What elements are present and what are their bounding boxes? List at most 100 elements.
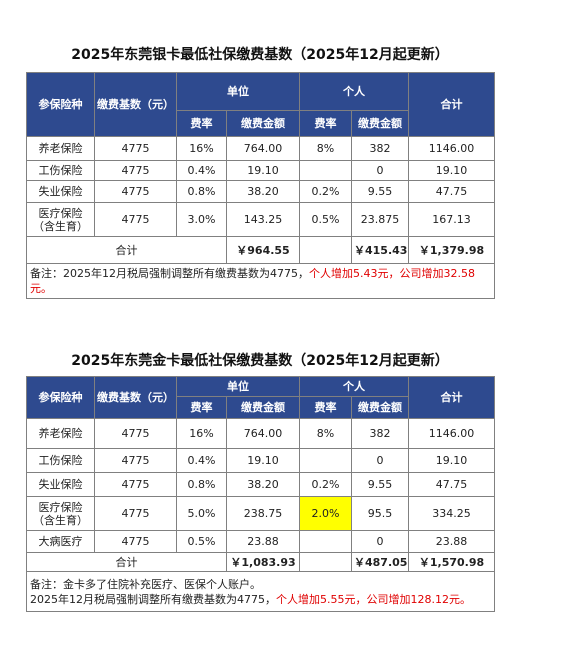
row-personal-rate: 8%	[299, 418, 352, 449]
note-row: 备注：金卡多了住院补充医疗、医保个人账户。 2025年12月税局强制调整所有缴费基…	[26, 571, 495, 612]
sum-row: 合计 ￥1,083.93 ￥487.05 ￥1,570.98	[26, 552, 495, 572]
header-contribution-base: 缴费基数（元）	[94, 72, 177, 137]
table-row: 养老保险 4775 16% 764.00 8% 382 1146.00	[26, 136, 495, 161]
row-personal-amount: 0	[351, 160, 409, 181]
note-highlight: 个人增加5.43元，公司增加32.58元。	[30, 267, 475, 295]
row-company-rate: 0.5%	[176, 530, 227, 553]
gold-card-title: 2025年东莞金卡最低社保缴费基数（2025年12月起更新）	[71, 353, 449, 369]
row-personal-rate-highlighted: 2.0%	[299, 496, 352, 531]
row-company-amount: 764.00	[226, 418, 300, 449]
row-personal-rate	[299, 530, 352, 553]
row-base: 4775	[94, 136, 177, 161]
row-name: 医疗保险（含生育）	[26, 202, 95, 237]
row-company-rate: 0.4%	[176, 448, 227, 473]
row-total: 23.88	[408, 530, 495, 553]
row-personal-rate	[299, 160, 352, 181]
note-row: 备注：2025年12月税局强制调整所有缴费基数为4775，个人增加5.43元，公…	[26, 263, 495, 299]
note-prefix: 备注：	[30, 577, 63, 591]
sum-company: ￥1,083.93	[226, 552, 300, 572]
sum-empty-cell	[299, 552, 352, 572]
row-company-rate: 0.4%	[176, 160, 227, 181]
row-personal-amount: 9.55	[351, 472, 409, 497]
row-base: 4775	[94, 202, 177, 237]
sum-label: 合计	[26, 552, 227, 572]
row-company-amount: 143.25	[226, 202, 300, 237]
row-total: 47.75	[408, 180, 495, 203]
sum-personal: ￥487.05	[351, 552, 409, 572]
header-company: 单位	[176, 376, 300, 397]
silver-note: 备注：2025年12月税局强制调整所有缴费基数为4775，个人增加5.43元，公…	[26, 263, 495, 299]
row-company-rate: 0.8%	[176, 472, 227, 497]
row-name: 养老保险	[26, 136, 95, 161]
row-total: 19.10	[408, 448, 495, 473]
note-line2: 2025年12月税局强制调整所有缴费基数为4775，	[30, 592, 276, 606]
header-personal-amount: 缴费金额	[351, 110, 409, 137]
row-company-amount: 23.88	[226, 530, 300, 553]
table-row: 医疗保险（含生育） 4775 5.0% 238.75 2.0% 95.5 334…	[26, 496, 495, 531]
row-name: 医疗保险（含生育）	[26, 496, 95, 531]
row-company-amount: 238.75	[226, 496, 300, 531]
header-company-rate: 费率	[176, 110, 227, 137]
header-personal: 个人	[299, 72, 409, 111]
note-prefix: 备注：	[30, 267, 63, 280]
sum-label: 合计	[26, 236, 227, 264]
row-total: 1146.00	[408, 136, 495, 161]
header-insurance-type: 参保险种	[26, 376, 95, 419]
table-row: 医疗保险（含生育） 4775 3.0% 143.25 0.5% 23.875 1…	[26, 202, 495, 237]
row-name: 工伤保险	[26, 160, 95, 181]
note-line1: 金卡多了住院补充医疗、医保个人账户。	[63, 577, 261, 591]
row-personal-amount: 0	[351, 448, 409, 473]
table-row: 工伤保险 4775 0.4% 19.10 0 19.10	[26, 448, 495, 473]
silver-card-title: 2025年东莞银卡最低社保缴费基数（2025年12月起更新）	[71, 47, 449, 63]
header-total: 合计	[408, 376, 495, 419]
sum-total: ￥1,570.98	[408, 552, 495, 572]
row-company-rate: 16%	[176, 136, 227, 161]
sum-company: ￥964.55	[226, 236, 300, 264]
row-total: 47.75	[408, 472, 495, 497]
header-insurance-type: 参保险种	[26, 72, 95, 137]
header-total: 合计	[408, 72, 495, 137]
row-company-amount: 38.20	[226, 472, 300, 497]
row-personal-rate: 0.2%	[299, 180, 352, 203]
row-personal-rate: 8%	[299, 136, 352, 161]
note-text: 2025年12月税局强制调整所有缴费基数为4775，	[63, 267, 309, 280]
row-total: 334.25	[408, 496, 495, 531]
header-contribution-base: 缴费基数（元）	[94, 376, 177, 419]
table-row: 工伤保险 4775 0.4% 19.10 0 19.10	[26, 160, 495, 181]
row-company-rate: 5.0%	[176, 496, 227, 531]
gold-note: 备注：金卡多了住院补充医疗、医保个人账户。 2025年12月税局强制调整所有缴费基…	[26, 571, 495, 612]
row-personal-amount: 382	[351, 136, 409, 161]
row-personal-amount: 23.875	[351, 202, 409, 237]
row-name: 大病医疗	[26, 530, 95, 553]
note-highlight: 个人增加5.55元，公司增加128.12元。	[275, 592, 471, 606]
header-personal-rate: 费率	[299, 110, 352, 137]
row-company-amount: 764.00	[226, 136, 300, 161]
sum-personal: ￥415.43	[351, 236, 409, 264]
row-base: 4775	[94, 472, 177, 497]
table-row: 失业保险 4775 0.8% 38.20 0.2% 9.55 47.75	[26, 472, 495, 497]
row-company-amount: 19.10	[226, 160, 300, 181]
table-row: 失业保险 4775 0.8% 38.20 0.2% 9.55 47.75	[26, 180, 495, 203]
row-company-rate: 16%	[176, 418, 227, 449]
row-name: 失业保险	[26, 472, 95, 497]
header-company: 单位	[176, 72, 300, 111]
row-company-amount: 38.20	[226, 180, 300, 203]
row-personal-rate: 0.5%	[299, 202, 352, 237]
row-total: 167.13	[408, 202, 495, 237]
row-total: 19.10	[408, 160, 495, 181]
header-company-rate: 费率	[176, 396, 227, 419]
header-personal: 个人	[299, 376, 409, 397]
table-row: 养老保险 4775 16% 764.00 8% 382 1146.00	[26, 418, 495, 449]
row-base: 4775	[94, 160, 177, 181]
table-row: 大病医疗 4775 0.5% 23.88 0 23.88	[26, 530, 495, 553]
row-personal-amount: 382	[351, 418, 409, 449]
row-base: 4775	[94, 530, 177, 553]
row-company-amount: 19.10	[226, 448, 300, 473]
row-company-rate: 0.8%	[176, 180, 227, 203]
row-base: 4775	[94, 418, 177, 449]
row-personal-amount: 9.55	[351, 180, 409, 203]
row-base: 4775	[94, 180, 177, 203]
header-company-amount: 缴费金额	[226, 110, 300, 137]
sum-total: ￥1,379.98	[408, 236, 495, 264]
row-name: 失业保险	[26, 180, 95, 203]
